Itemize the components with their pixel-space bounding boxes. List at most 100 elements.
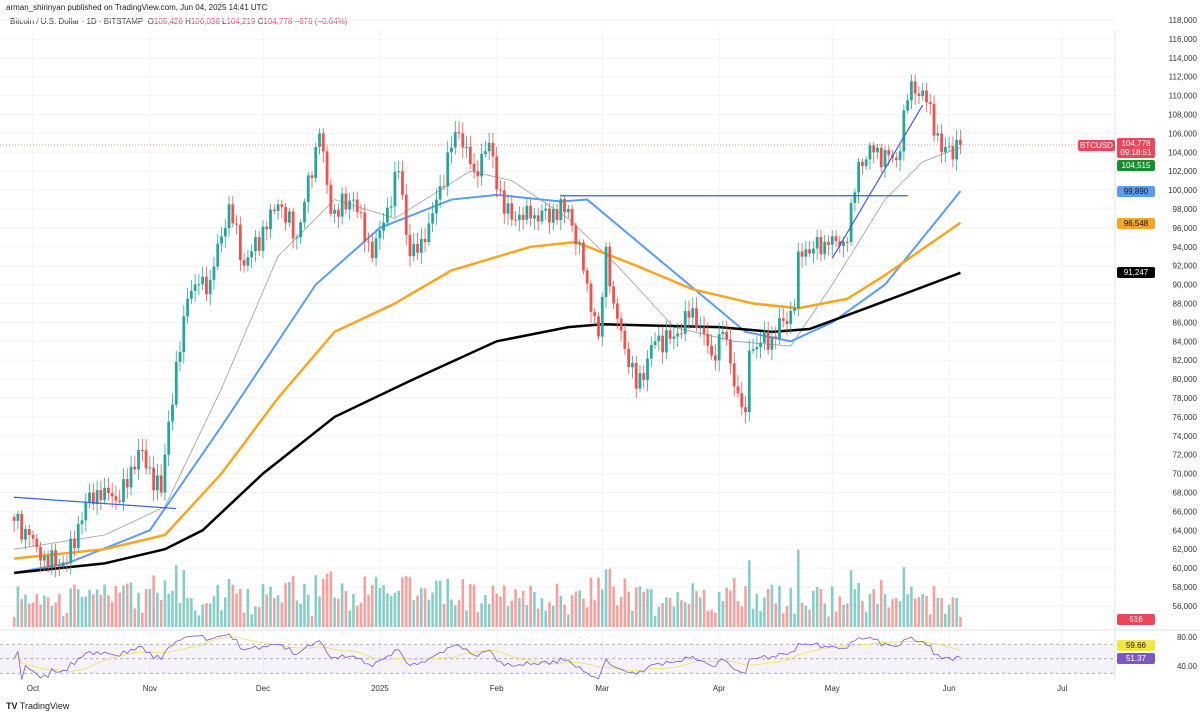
volume-bar xyxy=(665,597,668,627)
candle-body xyxy=(804,249,808,257)
candle-body xyxy=(845,241,849,243)
volume-bar xyxy=(698,597,702,627)
candle xyxy=(593,307,597,326)
volume-bar xyxy=(476,612,480,627)
candle-body xyxy=(823,241,827,255)
volume-bar xyxy=(288,581,291,627)
candle xyxy=(163,443,167,501)
candle-body xyxy=(427,223,431,243)
candle xyxy=(31,530,35,546)
candle xyxy=(894,152,898,168)
volume-bar xyxy=(563,604,566,627)
candle-body xyxy=(921,90,925,97)
candle-body xyxy=(959,139,962,145)
volume-bar xyxy=(148,589,152,627)
volume-bar xyxy=(340,583,344,627)
candle xyxy=(913,74,917,105)
y-tick-label: 68,000 xyxy=(1173,489,1198,498)
candle-body xyxy=(928,102,932,104)
candle xyxy=(800,243,804,269)
candle xyxy=(827,235,830,256)
volume-bar xyxy=(310,615,314,627)
volume-bar xyxy=(174,565,178,627)
candle xyxy=(178,341,182,372)
volume-bar xyxy=(585,607,589,627)
volume-bar xyxy=(925,595,928,627)
candle-body xyxy=(257,237,261,251)
candle-body xyxy=(619,318,623,331)
volume-bar xyxy=(50,606,54,627)
candle-body xyxy=(589,283,593,312)
volume-bar xyxy=(408,577,412,627)
volume-bar xyxy=(280,602,284,627)
candle xyxy=(186,287,189,324)
candle-body xyxy=(223,228,227,237)
candle xyxy=(42,550,46,572)
candle-body xyxy=(355,199,359,213)
x-tick-label: May xyxy=(825,684,840,693)
y-tick-label: 80,000 xyxy=(1173,375,1198,384)
candle xyxy=(793,299,796,316)
candle-body xyxy=(340,193,344,217)
candle xyxy=(257,230,261,256)
volume-bar xyxy=(416,595,419,627)
candle-body xyxy=(634,363,638,389)
volume-bar xyxy=(193,610,197,627)
candle xyxy=(39,541,42,572)
tradingview-logo[interactable]: TV TradingView xyxy=(6,701,70,711)
candle xyxy=(883,145,887,178)
candle xyxy=(344,186,348,215)
candle xyxy=(110,482,114,508)
candle xyxy=(706,322,710,354)
volume-bar xyxy=(518,598,521,627)
candle xyxy=(695,297,698,332)
candle xyxy=(819,229,823,262)
candle xyxy=(27,524,31,547)
candle-body xyxy=(661,335,664,353)
volume-bar xyxy=(898,601,902,627)
candle-body xyxy=(125,479,129,488)
y-tick-label: 84,000 xyxy=(1173,337,1198,346)
candle xyxy=(99,480,103,511)
candle-body xyxy=(698,327,702,329)
candles xyxy=(12,74,962,578)
volume-bar xyxy=(800,602,804,627)
candle-body xyxy=(925,90,928,103)
volume-bar xyxy=(321,578,325,627)
candle xyxy=(834,230,838,247)
volume-bar xyxy=(702,589,706,627)
candle xyxy=(416,232,419,260)
volume-bar xyxy=(570,595,574,627)
symbol-title[interactable]: Bitcoin / U.S. Dollar · 1D · BITSTAMP xyxy=(10,17,144,26)
volume-bar xyxy=(548,602,551,627)
close-value: 104,778 xyxy=(263,17,293,26)
ma20-tag: 104,515 xyxy=(1117,160,1155,171)
volume-bar xyxy=(61,615,65,627)
candle-body xyxy=(800,251,804,257)
candle xyxy=(638,365,642,393)
volume-bar xyxy=(793,613,796,627)
candle-body xyxy=(600,296,604,337)
candle xyxy=(223,219,227,248)
candle xyxy=(295,234,299,250)
candle xyxy=(397,160,401,180)
volume-bar xyxy=(672,606,676,627)
candle xyxy=(551,203,555,231)
candle-body xyxy=(378,230,382,239)
candle xyxy=(521,206,525,230)
volume-bar xyxy=(276,595,280,627)
candle-body xyxy=(401,171,404,195)
volume-bar xyxy=(239,588,242,627)
candle xyxy=(876,144,879,160)
candle xyxy=(729,328,732,375)
volume-bar xyxy=(435,580,438,627)
candle xyxy=(823,234,827,260)
volume-bar xyxy=(472,584,476,627)
candle-body xyxy=(336,209,340,217)
volume-bar xyxy=(141,612,144,627)
candle xyxy=(24,525,27,550)
candle xyxy=(125,468,129,499)
volume-bar xyxy=(382,585,385,627)
candle xyxy=(725,320,729,346)
